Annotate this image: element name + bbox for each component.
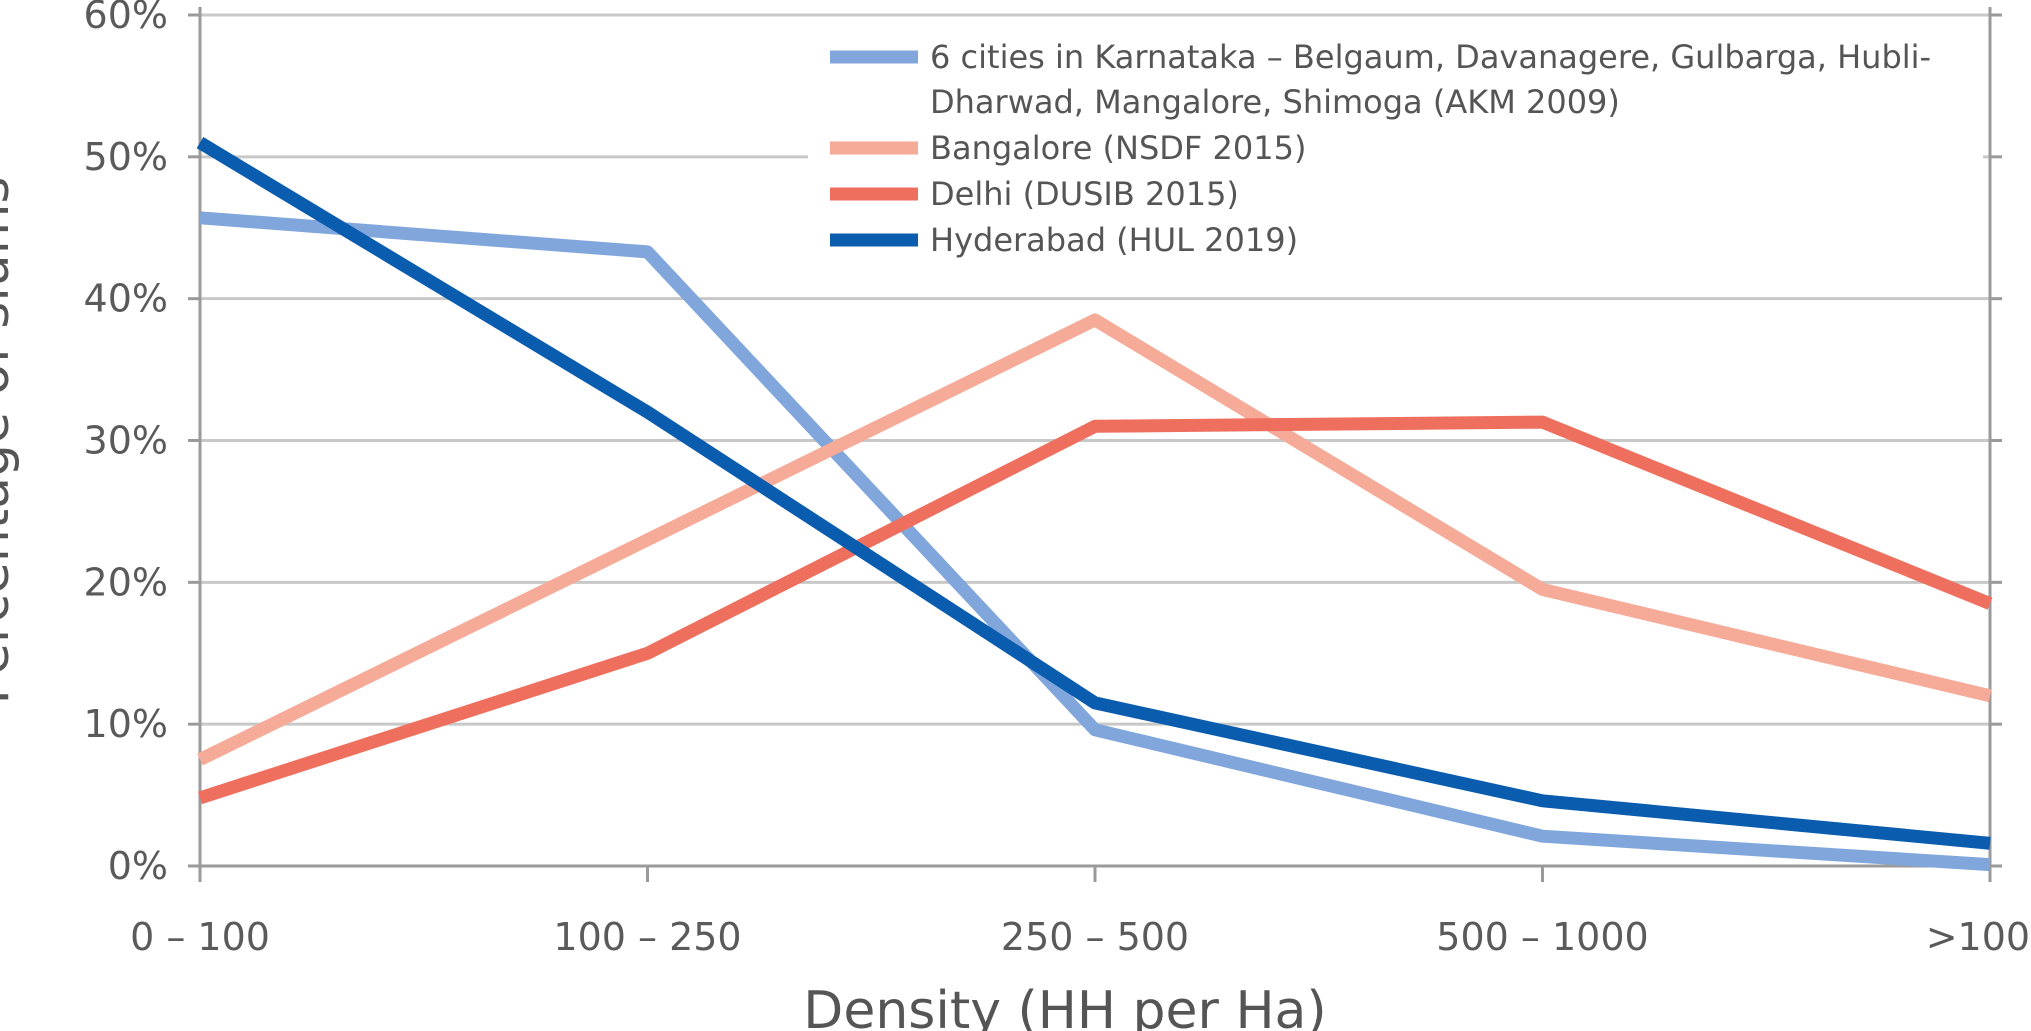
y-tick-label: 50% (84, 135, 168, 179)
y-tick-label: 60% (84, 0, 168, 37)
x-axis-ticks: 0 – 100 100 – 250 250 – 500 500 – 1000 >1000 (130, 866, 2031, 959)
legend: 6 cities in Karnataka – Belgaum, Davanag… (808, 22, 1983, 290)
y-tick-label: 10% (84, 702, 168, 746)
series-line (197, 313, 1992, 766)
legend-label: 6 cities in Karnataka – Belgaum, Davanag… (930, 38, 1931, 76)
x-tick-label: 500 – 1000 (1436, 915, 1648, 959)
x-axis-title: Density (HH per Ha) (803, 981, 1326, 1031)
y-axis-ticks: 0% 10% 20% 30% 40% 50% 60% (84, 0, 2002, 888)
series-lines (196, 137, 1993, 872)
legend-box (808, 22, 1983, 290)
legend-label: Hyderabad (HUL 2019) (930, 221, 1298, 259)
x-tick-label: 100 – 250 (553, 915, 741, 959)
y-tick-label: 20% (84, 560, 168, 604)
series-line (198, 415, 1993, 805)
legend-label: Bangalore (NSDF 2015) (930, 129, 1306, 167)
series-line (196, 137, 1991, 850)
legend-label: Dharwad, Mangalore, Shimoga (AKM 2009) (930, 83, 1620, 121)
y-axis-title: Percentage of slums (0, 177, 21, 705)
x-tick-label: 250 – 500 (1001, 915, 1189, 959)
x-tick-label: >1000 (1926, 915, 2031, 959)
legend-label: Delhi (DUSIB 2015) (930, 175, 1239, 213)
y-tick-label: 0% (108, 844, 168, 888)
series-line (199, 211, 1991, 872)
y-tick-label: 40% (84, 277, 168, 321)
x-tick-label: 0 – 100 (130, 915, 270, 959)
y-tick-label: 30% (84, 419, 168, 463)
